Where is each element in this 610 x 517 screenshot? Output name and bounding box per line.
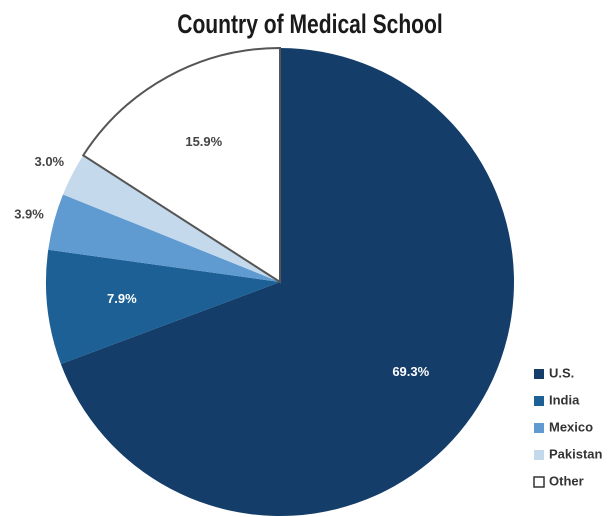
legend-label: Mexico — [549, 419, 593, 434]
chart-title: Country of Medical School — [177, 10, 443, 40]
pie-slice — [62, 155, 281, 282]
legend-label: Pakistan — [549, 446, 603, 461]
legend-swatch — [534, 369, 544, 379]
data-label: 69.3% — [392, 364, 429, 379]
data-label: 3.0% — [34, 154, 64, 169]
legend-label: Other — [549, 473, 584, 488]
legend-label: U.S. — [549, 365, 574, 380]
legend-swatch — [534, 396, 544, 406]
data-label: 3.9% — [14, 206, 44, 221]
data-label: 7.9% — [107, 291, 137, 306]
pie-slice — [45, 249, 280, 365]
pie-slice — [48, 194, 280, 282]
pie-slice — [81, 46, 281, 284]
legend-swatch — [534, 450, 544, 460]
pie-slice — [60, 48, 515, 516]
legend-swatch — [533, 476, 545, 488]
legend-label: India — [549, 392, 580, 407]
legend-swatch — [534, 423, 544, 433]
data-label: 15.9% — [185, 134, 222, 149]
